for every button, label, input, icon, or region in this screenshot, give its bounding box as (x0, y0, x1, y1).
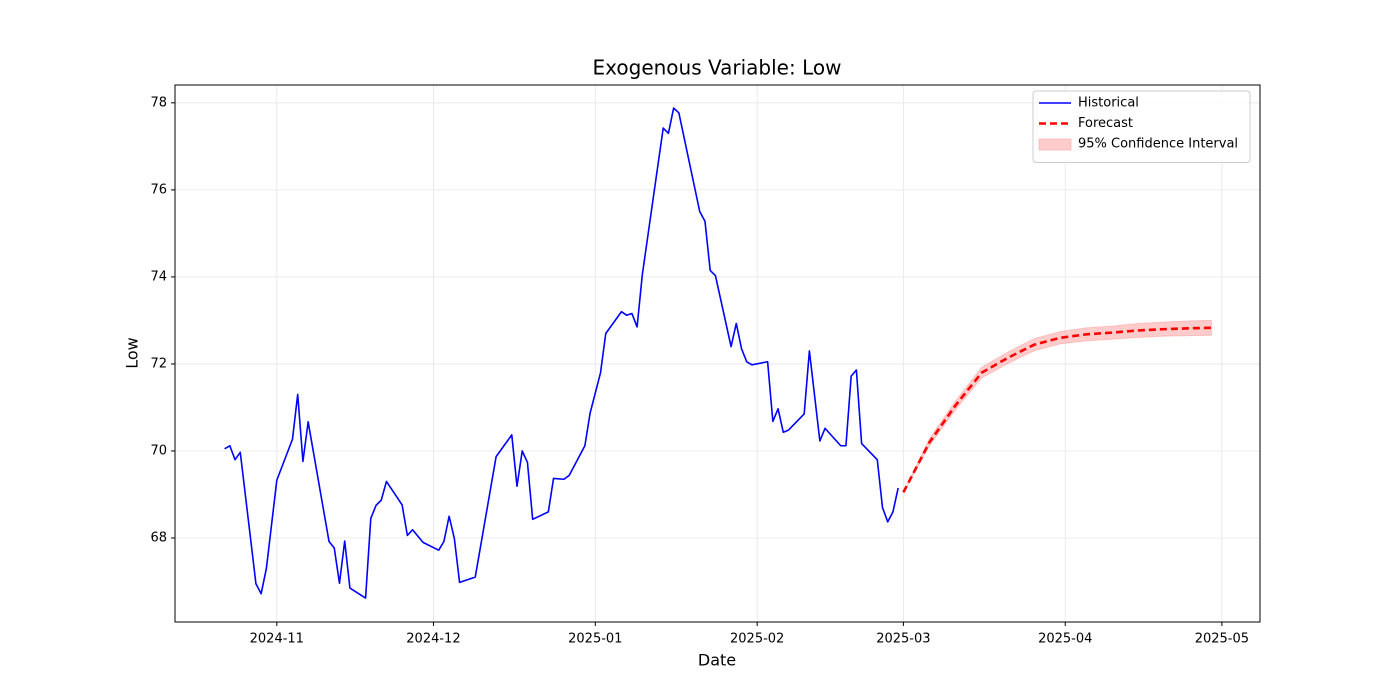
x-tick-label: 2024-12 (406, 632, 460, 647)
chart-title: Exogenous Variable: Low (593, 56, 842, 80)
legend-frame (1032, 90, 1251, 163)
y-tick-label: 76 (150, 182, 167, 197)
legend-label: 95% Confidence Interval (1078, 137, 1238, 152)
legend-label: Historical (1078, 96, 1139, 111)
x-axis-label: Date (698, 651, 736, 670)
confidence-band (902, 319, 1212, 493)
y-tick-label: 72 (150, 356, 167, 371)
series-line (224, 107, 899, 599)
y-tick-label: 70 (150, 443, 167, 458)
legend-swatch (1038, 138, 1072, 151)
x-tick-label: 2025-03 (876, 632, 930, 647)
x-tick-label: 2025-01 (568, 632, 622, 647)
x-tick-label: 2025-04 (1038, 632, 1092, 647)
series-line (902, 326, 1212, 493)
y-tick-label: 78 (150, 95, 167, 110)
x-tick-label: 2025-05 (1195, 632, 1249, 647)
y-tick-label: 68 (150, 531, 167, 546)
x-tick-label: 2025-02 (730, 632, 784, 647)
legend-label: Forecast (1078, 116, 1133, 131)
x-tick-label: 2024-11 (250, 632, 304, 647)
y-axis-label: Low (123, 337, 142, 369)
legend: Historical Forecast 95% Confidence Interva… (1032, 90, 1251, 163)
y-tick-label: 74 (150, 269, 167, 284)
plot-frame (174, 84, 1261, 623)
